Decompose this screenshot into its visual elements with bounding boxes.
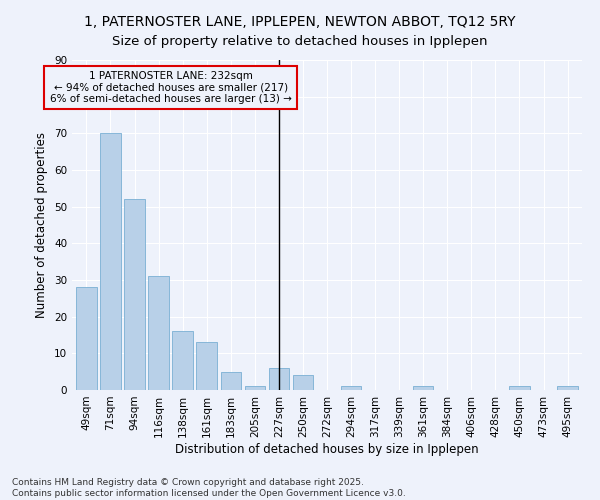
Text: Size of property relative to detached houses in Ipplepen: Size of property relative to detached ho… <box>112 35 488 48</box>
Bar <box>413 386 433 390</box>
Bar <box>341 386 361 390</box>
Bar <box>76 288 97 390</box>
Bar <box>245 386 265 390</box>
Bar <box>148 276 169 390</box>
Text: 1 PATERNOSTER LANE: 232sqm
← 94% of detached houses are smaller (217)
6% of semi: 1 PATERNOSTER LANE: 232sqm ← 94% of deta… <box>50 71 292 104</box>
Bar <box>269 368 289 390</box>
Bar <box>124 200 145 390</box>
Bar <box>100 134 121 390</box>
Bar <box>557 386 578 390</box>
Text: Contains HM Land Registry data © Crown copyright and database right 2025.
Contai: Contains HM Land Registry data © Crown c… <box>12 478 406 498</box>
Text: 1, PATERNOSTER LANE, IPPLEPEN, NEWTON ABBOT, TQ12 5RY: 1, PATERNOSTER LANE, IPPLEPEN, NEWTON AB… <box>84 15 516 29</box>
Bar <box>509 386 530 390</box>
Bar <box>172 332 193 390</box>
Bar <box>293 376 313 390</box>
Bar <box>221 372 241 390</box>
Bar <box>196 342 217 390</box>
X-axis label: Distribution of detached houses by size in Ipplepen: Distribution of detached houses by size … <box>175 442 479 456</box>
Y-axis label: Number of detached properties: Number of detached properties <box>35 132 49 318</box>
